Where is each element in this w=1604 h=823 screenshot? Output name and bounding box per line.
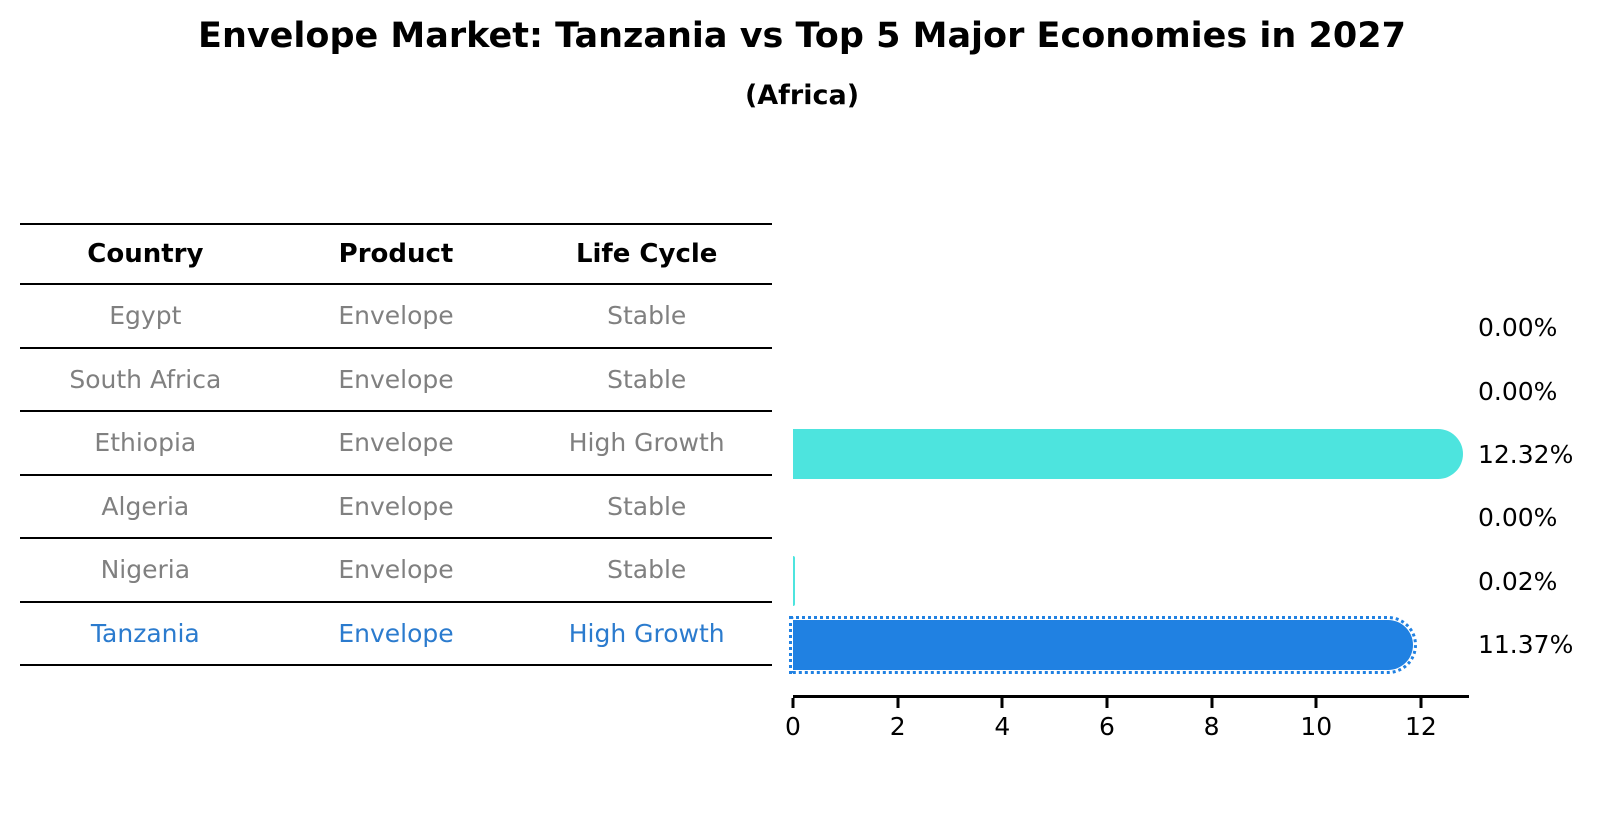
table-cell-product: Envelope <box>338 555 454 585</box>
table-cell-product: Envelope <box>338 428 454 458</box>
x-tick-mark <box>1419 698 1423 708</box>
table-row: Ethiopia Envelope High Growth <box>20 412 772 476</box>
bar-row <box>793 359 1468 422</box>
x-tick-label: 4 <box>994 712 1011 741</box>
value-label-row: 0.00% <box>1478 486 1573 549</box>
table-row: Egypt Envelope Stable <box>20 285 772 349</box>
value-label-row: 0.02% <box>1478 550 1573 613</box>
value-label: 0.02% <box>1478 566 1558 596</box>
x-axis: 0 2 4 6 8 10 12 <box>785 695 1469 741</box>
table-body: Egypt Envelope Stable South Africa Envelope S… <box>20 285 772 666</box>
x-tick-mark <box>1000 698 1004 708</box>
bar-row <box>793 486 1468 549</box>
table-cell-country: Egypt <box>109 301 182 331</box>
x-tick-mark <box>791 698 795 708</box>
table-cell-product: Envelope <box>338 301 454 331</box>
table-cell-lifecycle: Stable <box>607 301 687 331</box>
table-row: Nigeria Envelope Stable <box>20 539 772 603</box>
bar <box>793 556 795 607</box>
bar-row <box>793 296 1468 359</box>
table-row: Tanzania Envelope High Growth <box>20 603 772 666</box>
bar-row <box>793 423 1468 486</box>
x-tick-mark <box>1314 698 1318 708</box>
x-tick-label: 8 <box>1203 712 1220 741</box>
table-cell-lifecycle: Stable <box>607 491 687 521</box>
table-header-country: Country <box>87 239 204 269</box>
value-label: 0.00% <box>1478 503 1558 533</box>
table-cell-country: South Africa <box>69 364 222 394</box>
table-cell-product: Envelope <box>338 618 454 648</box>
x-tick-mark <box>1210 698 1214 708</box>
value-labels: 0.00% 0.00% 12.32% 0.00% 0.02% 11.37% <box>1478 296 1573 676</box>
table-header-product: Product <box>338 239 454 269</box>
bar <box>793 429 1463 480</box>
table-cell-country: Algeria <box>101 491 190 521</box>
bar-row <box>789 613 1468 676</box>
chart-subtitle: (Africa) <box>744 80 860 111</box>
value-label-row: 0.00% <box>1478 359 1573 422</box>
x-tick-label: 10 <box>1300 712 1333 741</box>
value-label: 12.32% <box>1478 439 1574 469</box>
value-label: 11.37% <box>1478 630 1574 660</box>
value-label: 0.00% <box>1478 313 1558 343</box>
table-cell-country: Tanzania <box>90 618 200 648</box>
table-cell-country: Nigeria <box>100 555 191 585</box>
value-label: 0.00% <box>1478 376 1558 406</box>
table-cell-lifecycle: Stable <box>607 555 687 585</box>
bar-row <box>793 550 1468 613</box>
x-tick-label: 12 <box>1405 712 1437 741</box>
table-row: South Africa Envelope Stable <box>20 349 772 412</box>
chart-title: Envelope Market: Tanzania vs Top 5 Major… <box>198 16 1406 56</box>
x-tick-label: 0 <box>785 712 801 741</box>
x-tick-mark <box>896 698 900 708</box>
value-label-row: 0.00% <box>1478 296 1573 359</box>
table-cell-lifecycle: High Growth <box>568 428 725 458</box>
x-tick-mark <box>1105 698 1109 708</box>
table-row: Algeria Envelope Stable <box>20 476 772 539</box>
table-cell-lifecycle: High Growth <box>568 618 725 648</box>
value-label-row: 11.37% <box>1478 613 1573 676</box>
table-header-lifecycle: Life Cycle <box>575 239 718 269</box>
bar-plot <box>789 296 1468 676</box>
table-header-row: Country Product Life Cycle <box>20 225 772 285</box>
bar <box>789 615 1417 674</box>
country-table: Country Product Life Cycle Egypt Envelope… <box>20 223 772 666</box>
table-cell-product: Envelope <box>338 364 454 394</box>
table-cell-country: Ethiopia <box>94 428 197 458</box>
table-cell-product: Envelope <box>338 491 454 521</box>
value-label-row: 12.32% <box>1478 423 1573 486</box>
x-tick-label: 6 <box>1099 712 1115 741</box>
x-tick-label: 2 <box>889 712 906 741</box>
table-cell-lifecycle: Stable <box>607 364 687 394</box>
